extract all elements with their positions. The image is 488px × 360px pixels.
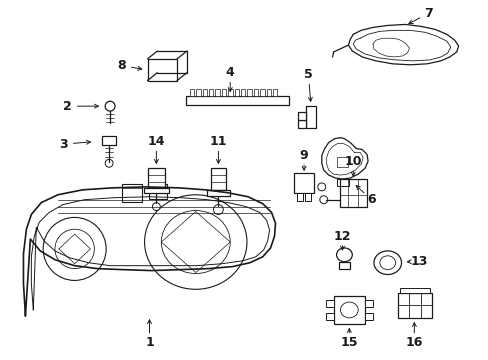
Bar [294,173,313,193]
Bar [209,89,213,96]
Text: 10: 10 [344,155,361,168]
Bar [102,136,116,145]
Bar [228,89,232,96]
Bar [305,106,315,128]
Bar [333,296,365,324]
Text: 12: 12 [333,230,350,243]
Ellipse shape [340,302,358,318]
Ellipse shape [144,195,246,289]
Ellipse shape [373,251,401,275]
Text: 4: 4 [225,66,234,79]
Bar [147,168,165,188]
Bar [222,89,226,96]
Bar [234,89,239,96]
Ellipse shape [336,248,351,262]
Bar [399,288,429,293]
Bar [272,89,277,96]
Ellipse shape [105,101,115,111]
Bar [247,89,251,96]
Bar [143,188,169,193]
Bar [365,300,372,307]
Bar [215,89,220,96]
Bar [298,120,305,128]
Bar [241,89,245,96]
Text: 5: 5 [304,68,312,81]
Bar [325,300,333,307]
Text: 7: 7 [423,7,432,20]
Ellipse shape [55,229,94,269]
Ellipse shape [317,183,325,191]
Ellipse shape [379,256,395,270]
Text: 1: 1 [145,336,154,349]
Bar [202,89,206,96]
Bar [397,293,431,318]
Bar [338,262,349,269]
Ellipse shape [319,196,327,204]
Bar [305,193,310,201]
Bar [149,184,167,199]
Bar [210,168,226,190]
Bar [260,89,264,96]
Bar [298,112,305,120]
Bar [185,96,289,105]
Bar [206,190,230,196]
Bar [336,157,347,167]
Bar [122,184,142,202]
Bar [253,89,258,96]
Ellipse shape [161,211,230,274]
Bar [189,89,194,96]
Ellipse shape [213,204,223,215]
Bar [196,89,200,96]
Text: 14: 14 [147,135,165,148]
Text: 3: 3 [60,138,68,150]
Ellipse shape [152,203,160,211]
Bar [266,89,270,96]
Text: 6: 6 [366,193,375,206]
Text: 13: 13 [410,255,427,268]
Bar [365,313,372,320]
Text: 8: 8 [118,59,126,72]
Bar [325,313,333,320]
Ellipse shape [105,159,113,167]
Ellipse shape [43,217,106,280]
Text: 11: 11 [209,135,227,148]
Text: 9: 9 [299,149,308,162]
Bar [147,59,177,81]
Bar [297,193,303,201]
Text: 2: 2 [63,100,72,113]
Text: 16: 16 [405,336,422,349]
Text: 15: 15 [340,336,357,349]
Bar [339,179,366,207]
